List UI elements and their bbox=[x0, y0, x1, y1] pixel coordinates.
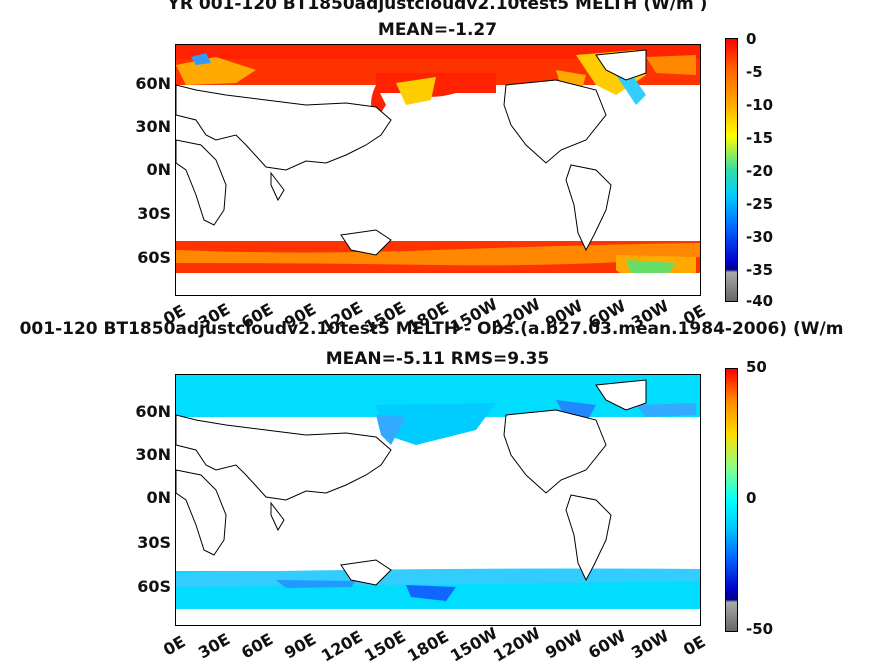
lat2-label-60s: 60S bbox=[137, 577, 171, 596]
lon2-label-180e: 180E bbox=[404, 626, 452, 665]
lon2-label-90w: 90W bbox=[542, 626, 587, 663]
lon2-label-120w: 120W bbox=[490, 623, 544, 665]
lat-label-0n: 0N bbox=[146, 160, 171, 179]
lon2-label-150w: 150W bbox=[447, 623, 501, 665]
panel1-subtitle: MEAN=-1.27 bbox=[377, 20, 498, 40]
lat-label-60n: 60N bbox=[135, 74, 171, 93]
panel1-cbar-tick-2: -10 bbox=[746, 96, 774, 114]
panel1-map-svg bbox=[176, 45, 700, 295]
panel1-cbar-tick-4: -20 bbox=[746, 162, 774, 180]
panel1-cbar-tick-1: -5 bbox=[746, 63, 763, 81]
panel2-colorbar bbox=[725, 368, 738, 632]
lon2-label-0e: 0E bbox=[160, 631, 189, 660]
panel2-map bbox=[175, 374, 701, 626]
panel1-cbar-tick-0: 0 bbox=[746, 30, 757, 48]
panel2-title: 001-120 BT1850adjustcloudv2.10test5 MELT… bbox=[19, 319, 844, 339]
lat-label-30n: 30N bbox=[135, 117, 171, 136]
lon2-label-120e: 120E bbox=[318, 626, 366, 665]
lon2-label-30w: 30W bbox=[628, 626, 673, 663]
coastlines-2 bbox=[176, 379, 647, 586]
lon2-label-0e-end: 0E bbox=[680, 631, 709, 660]
lat2-label-60n: 60N bbox=[135, 402, 171, 421]
lat2-label-0n: 0N bbox=[146, 488, 171, 507]
coastlines bbox=[176, 49, 647, 256]
lon2-label-60e: 60E bbox=[238, 629, 277, 663]
panel2-cbar-tick-neg50: -50 bbox=[746, 620, 774, 638]
lat-label-60s: 60S bbox=[137, 248, 171, 267]
lat2-label-30s: 30S bbox=[137, 533, 171, 552]
panel2-subtitle: MEAN=-5.11 RMS=9.35 bbox=[325, 349, 550, 369]
panel2-map-svg bbox=[176, 375, 700, 625]
lon2-label-90e: 90E bbox=[281, 629, 320, 663]
lon2-label-150e: 150E bbox=[361, 626, 409, 665]
lon2-label-60w: 60W bbox=[585, 626, 630, 663]
panel1-cbar-tick-6: -30 bbox=[746, 228, 774, 246]
panel1-map bbox=[175, 44, 701, 296]
lat-label-30s: 30S bbox=[137, 204, 171, 223]
panel1-cbar-tick-5: -25 bbox=[746, 195, 774, 213]
panel1-cbar-tick-7: -35 bbox=[746, 261, 774, 279]
lon2-label-30e: 30E bbox=[195, 629, 234, 663]
panel2-cbar-tick-0: 0 bbox=[746, 489, 757, 507]
panel1-title: YR 001-120 BT1850adjustcloudv2.10test5 M… bbox=[167, 0, 708, 14]
panel1-cbar-tick-3: -15 bbox=[746, 129, 774, 147]
panel2-cbar-tick-50: 50 bbox=[746, 358, 767, 376]
panel1-colorbar bbox=[725, 38, 738, 302]
panel1-cbar-tick-8: -40 bbox=[746, 292, 774, 310]
lat2-label-30n: 30N bbox=[135, 445, 171, 464]
